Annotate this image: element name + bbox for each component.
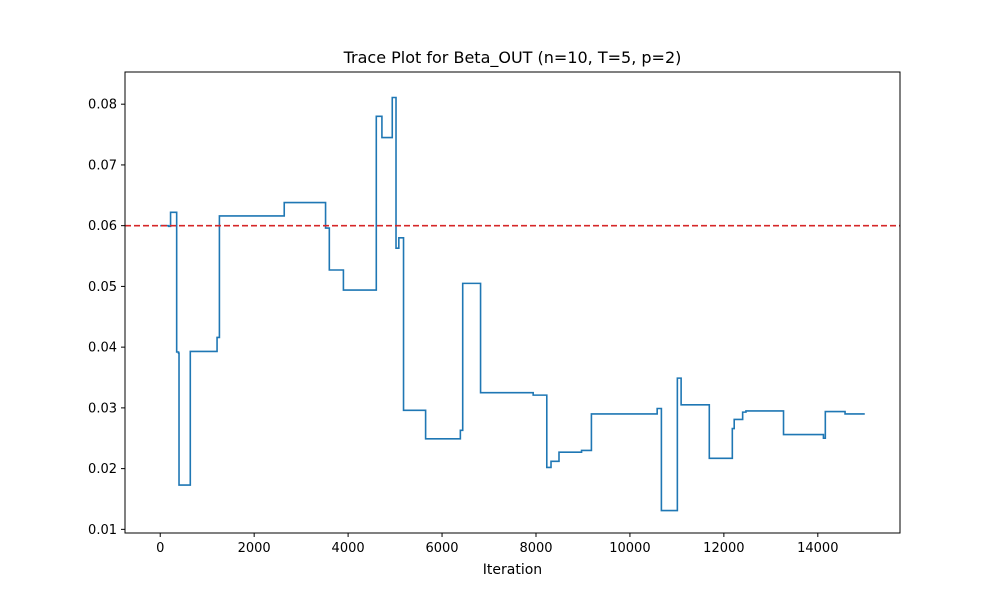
x-tick-label: 10000	[609, 541, 650, 556]
x-tick-label: 14000	[797, 541, 838, 556]
x-tick-label: 6000	[425, 541, 458, 556]
y-tick-label: 0.07	[88, 158, 117, 173]
trace-series-line	[160, 96, 865, 512]
x-tick-label: 2000	[238, 541, 271, 556]
y-tick-label: 0.01	[88, 523, 117, 538]
x-tick-label: 4000	[332, 541, 365, 556]
y-tick-label: 0.03	[88, 401, 117, 416]
y-tick-label: 0.04	[88, 341, 117, 356]
y-tick-label: 0.05	[88, 280, 117, 295]
chart-title: Trace Plot for Beta_OUT (n=10, T=5, p=2)	[343, 48, 682, 68]
plot-area: 0 2000 4000 6000 8000 10000 12000 14000 0.01 0.02…	[88, 71, 901, 556]
x-tick-label: 0	[156, 541, 164, 556]
y-tick-label: 0.02	[88, 462, 117, 477]
y-tick-label: 0.08	[88, 98, 117, 113]
plot-frame	[124, 71, 901, 534]
x-tick-label: 12000	[703, 541, 744, 556]
x-tick-label: 8000	[519, 541, 552, 556]
y-tick-label: 0.06	[88, 219, 117, 234]
x-axis-label: Iteration	[483, 562, 542, 578]
